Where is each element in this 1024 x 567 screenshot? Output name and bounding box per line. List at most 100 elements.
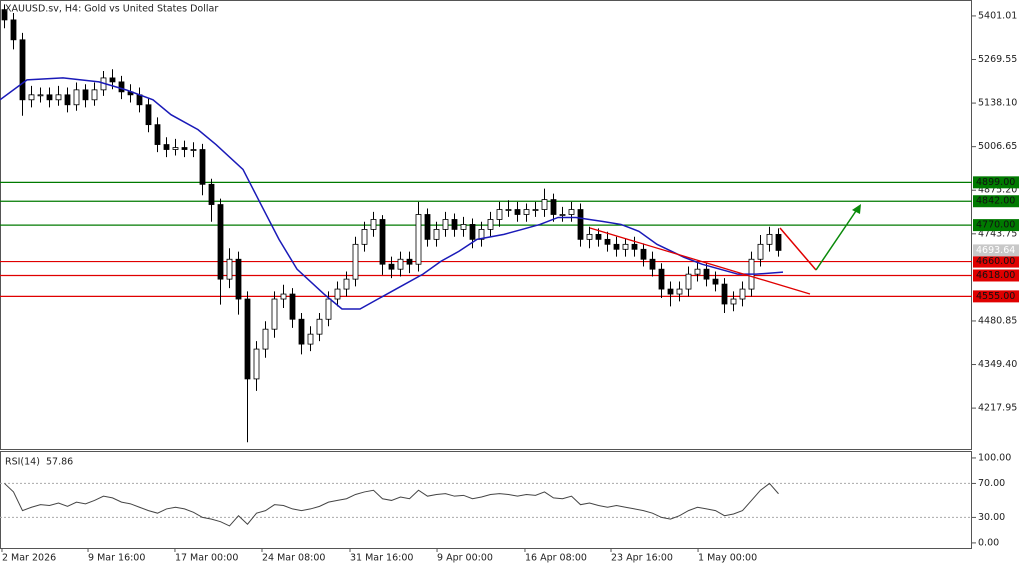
y-tick-label: 5401.01 xyxy=(978,10,1017,21)
level-label-box xyxy=(973,255,1019,268)
candle-body xyxy=(604,238,611,245)
candle-body xyxy=(64,94,71,106)
y-tick-label: 4349.40 xyxy=(978,359,1017,370)
candle-body xyxy=(442,219,449,230)
rsi-y-tick-label: 0.00 xyxy=(978,537,999,548)
rsi-panel: 100.00 70.00 30.00 0.00 xyxy=(0,452,1011,548)
candle-body xyxy=(118,81,125,93)
level-label: 4842.00 xyxy=(976,196,1015,207)
candle-body xyxy=(406,258,413,265)
candle-body xyxy=(1,9,8,21)
level-label-box xyxy=(973,219,1019,232)
level-label-box xyxy=(973,290,1019,303)
candle-body xyxy=(424,214,431,240)
candle-body xyxy=(523,209,530,215)
candle-body xyxy=(55,94,62,101)
arrow-head xyxy=(852,204,861,214)
level-label-box xyxy=(973,195,1019,208)
candle-body xyxy=(622,243,629,250)
candle-body xyxy=(289,293,296,320)
rsi-y-tick-label: 70.00 xyxy=(978,478,1005,489)
y-tick-label: 4480.85 xyxy=(978,315,1017,326)
candle-body xyxy=(469,224,476,240)
candle-body xyxy=(415,214,422,265)
candle-body xyxy=(190,149,197,151)
candle-body xyxy=(244,298,251,380)
moving-average xyxy=(0,77,784,310)
x-tick-label: 24 Mar 08:00 xyxy=(262,553,325,564)
candle-body xyxy=(676,288,683,295)
candle-body xyxy=(649,258,656,270)
rsi-line xyxy=(4,482,779,527)
candle-body xyxy=(631,243,638,250)
candle-body xyxy=(496,209,503,220)
candle-body xyxy=(694,268,701,275)
y-tick-label: 5269.55 xyxy=(978,54,1017,65)
candle-body xyxy=(577,209,584,240)
candle-body xyxy=(325,298,332,320)
main-panel xyxy=(0,4,972,443)
candle-body xyxy=(262,328,269,350)
candle-body xyxy=(433,229,440,240)
candle-body xyxy=(298,318,305,345)
candle-body xyxy=(73,89,80,106)
trend-line xyxy=(589,227,811,295)
candle-body xyxy=(208,183,215,205)
candle-body xyxy=(595,233,602,240)
candle-body xyxy=(685,273,692,290)
y-tick-label: 5138.10 xyxy=(978,98,1017,109)
level-label: 4618.00 xyxy=(976,270,1015,281)
candle-body xyxy=(559,214,566,216)
y-tick-label: 4217.95 xyxy=(978,403,1017,414)
x-tick-label: 31 Mar 16:00 xyxy=(350,553,413,564)
candle-body xyxy=(703,268,710,280)
candle-body xyxy=(280,293,287,300)
candle-body xyxy=(82,89,89,101)
level-label: 4660.00 xyxy=(976,256,1015,267)
x-tick-label: 16 Apr 08:00 xyxy=(525,553,587,564)
candle-body xyxy=(235,258,242,300)
candle-body xyxy=(460,224,467,230)
candle-body xyxy=(388,263,395,270)
rsi-panel-frame xyxy=(0,451,972,549)
candle-body xyxy=(514,209,521,215)
candle-body xyxy=(712,278,719,285)
y-tick-label: 4875.20 xyxy=(978,185,1017,196)
candle-body xyxy=(640,248,647,260)
candle-body xyxy=(667,288,674,295)
candle-body xyxy=(613,243,620,250)
candle-body xyxy=(379,219,386,265)
candle-body xyxy=(451,219,458,230)
candle-body xyxy=(541,199,548,210)
candle-body xyxy=(568,209,575,215)
last-price-label: 4693.64 xyxy=(976,245,1015,256)
level-label-box xyxy=(973,176,1019,189)
candle-body xyxy=(10,19,17,41)
x-tick-label: 17 Mar 00:00 xyxy=(175,553,238,564)
y-tick-label: 5006.65 xyxy=(978,141,1017,152)
candle-body xyxy=(370,219,377,230)
candle-body xyxy=(658,268,665,290)
candle-body xyxy=(145,104,152,126)
candle-body xyxy=(217,204,224,280)
candle-body xyxy=(343,278,350,290)
candle-body xyxy=(226,258,233,280)
candle-body xyxy=(172,147,179,150)
candle-body xyxy=(361,229,368,245)
candle-body xyxy=(730,298,737,305)
projection-up xyxy=(815,207,859,271)
level-label: 4899.00 xyxy=(976,177,1015,188)
candle-body xyxy=(136,94,143,106)
candle-body xyxy=(757,243,764,260)
candle-body xyxy=(271,298,278,330)
last-price-box xyxy=(973,244,1019,257)
x-tick-label: 9 Apr 00:00 xyxy=(437,553,493,564)
x-tick-label: 2 Mar 2026 xyxy=(2,553,56,564)
candle-body xyxy=(91,89,98,101)
candle-body xyxy=(37,94,44,97)
candle-body xyxy=(505,209,512,211)
candle-body xyxy=(766,233,773,245)
candle-body xyxy=(316,318,323,335)
